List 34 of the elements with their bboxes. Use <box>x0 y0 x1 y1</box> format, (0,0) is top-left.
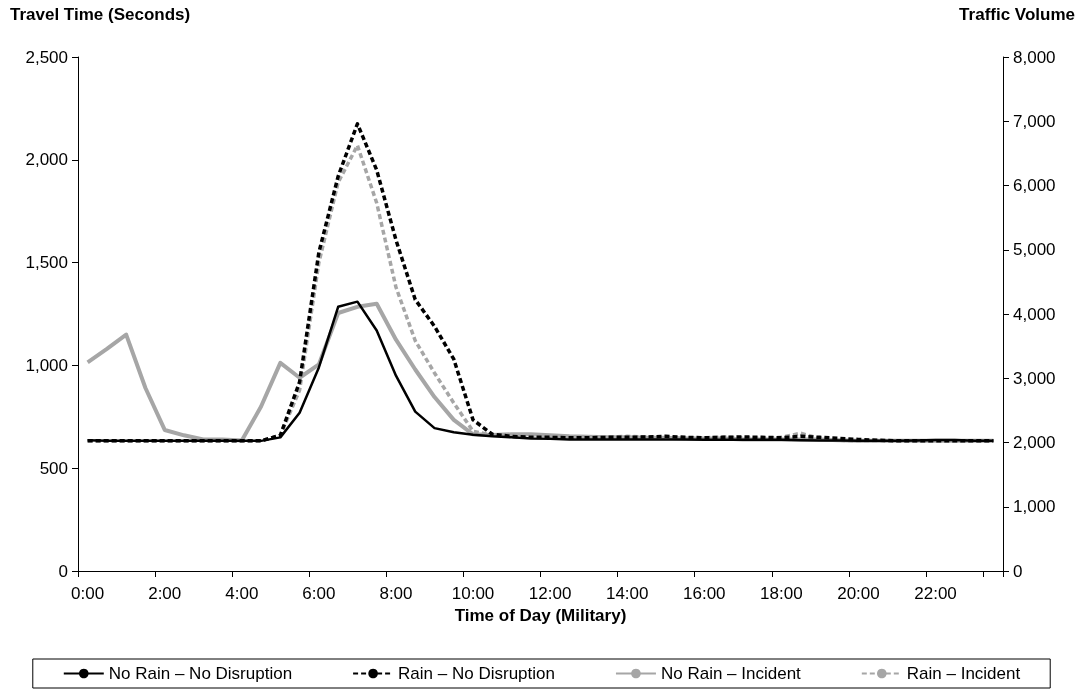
x-tick-label: 6:00 <box>302 584 336 603</box>
x-tick-label: 14:00 <box>605 584 649 603</box>
y2-tick-label: 1,000 <box>1013 497 1056 517</box>
y-tick-label: 1,500 <box>25 253 68 273</box>
legend-label: Rain – No Disruption <box>398 664 555 683</box>
x-tick-label: 8:00 <box>379 584 413 603</box>
y-tick-label: 2,000 <box>25 150 68 170</box>
x-tick-label: 0:00 <box>71 584 105 603</box>
legend-label: No Rain – Incident <box>660 664 802 683</box>
y2-tick-label: 0 <box>1013 561 1023 581</box>
x-tick-label: 22:00 <box>914 584 957 603</box>
y2-axis-title: Traffic Volume <box>959 5 1076 24</box>
legend-label: No Rain – No Disruption <box>108 664 293 683</box>
y-tick-label: 500 <box>39 458 68 478</box>
y2-tick-label: 3,000 <box>1013 368 1056 388</box>
y2-tick-label: 4,000 <box>1013 304 1056 324</box>
x-tick-label: 2:00 <box>148 584 182 603</box>
x-tick-label: 16:00 <box>683 584 726 603</box>
y2-tick-label: 5,000 <box>1013 240 1056 260</box>
y-tick-label: 2,500 <box>25 47 68 67</box>
x-tick-label: 10:00 <box>451 584 495 603</box>
y-tick-label: 1,000 <box>25 355 68 375</box>
y-axis-title: Travel Time (Seconds) <box>10 5 191 24</box>
y2-tick-label: 8,000 <box>1013 47 1056 67</box>
y2-tick-label: 6,000 <box>1013 176 1056 195</box>
y2-tick-label: 7,000 <box>1013 111 1056 131</box>
y-tick-label: 0 <box>58 561 68 581</box>
y2-tick-label: 2,000 <box>1013 433 1056 452</box>
x-tick-label: 20:00 <box>837 584 880 603</box>
x-tick-label: 12:00 <box>528 584 572 603</box>
x-tick-label: 18:00 <box>760 584 803 603</box>
x-axis-title: Time of Day (Military) <box>454 606 627 625</box>
x-tick-label: 4:00 <box>225 584 259 603</box>
legend-label: Rain – Incident <box>906 664 1021 683</box>
